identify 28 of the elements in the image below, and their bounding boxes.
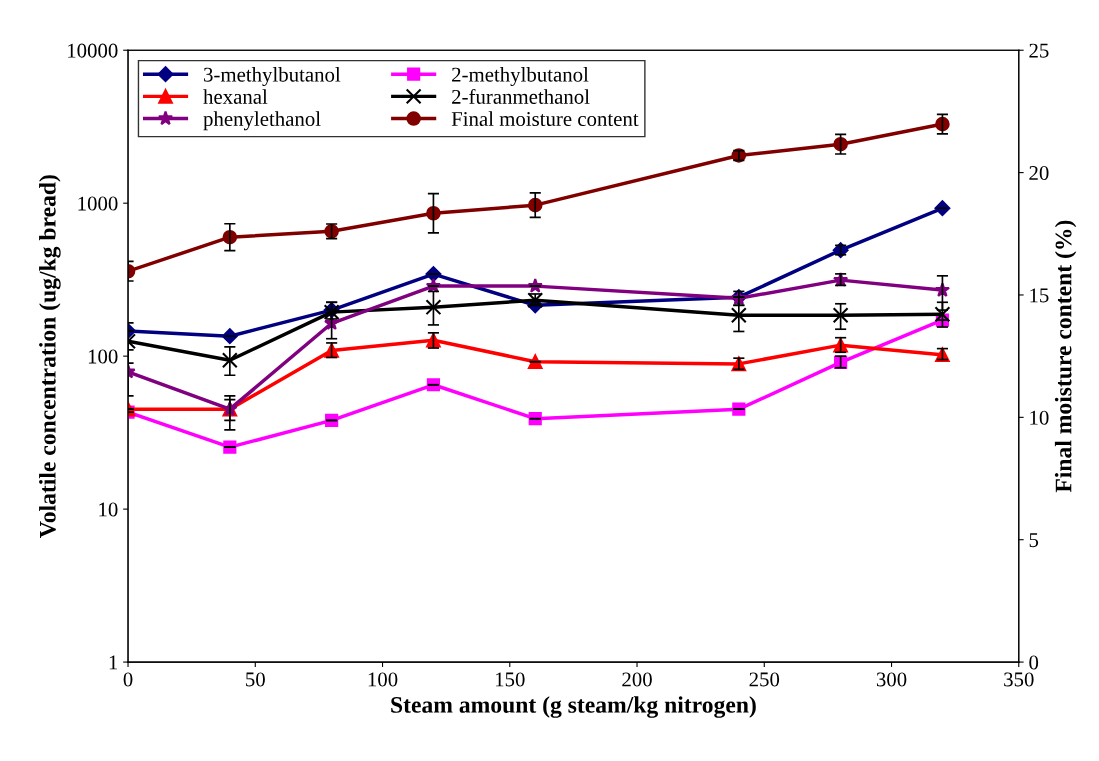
legend-label: 2-methylbutanol	[452, 67, 589, 86]
y2-tick-label: 20	[1029, 165, 1049, 181]
x-tick-label: 350	[1004, 672, 1034, 687]
y2-tick-label: 0	[1029, 655, 1039, 670]
y2-tick-label: 25	[1029, 43, 1049, 58]
x-tick-label: 200	[622, 672, 652, 687]
y-tick-label: 100	[88, 349, 118, 364]
x-tick-label: 250	[749, 672, 780, 687]
legend-label: phenylethanol	[203, 111, 321, 131]
x-tick-label: 150	[495, 672, 525, 687]
x-tick-label: 0	[123, 672, 133, 687]
legend-label: 3-methylbutanol	[204, 67, 341, 86]
y2-axis-title: Final moisture content (%)	[1054, 220, 1077, 493]
x-tick-label: 50	[246, 672, 265, 687]
y2-tick-label: 15	[1030, 288, 1049, 303]
y-tick-label: 1000	[78, 196, 118, 211]
x-axis-title: Steam amount (g steam/kg nitrogen)	[391, 696, 756, 718]
y2-tick-label: 10	[1030, 410, 1049, 425]
y-tick-label: 10	[99, 502, 118, 517]
y2-tick-label: 5	[1029, 533, 1039, 548]
legend-label: hexanal	[203, 89, 268, 104]
legend-label: 2-furanmethanol	[452, 89, 590, 104]
x-tick-label: 300	[876, 672, 907, 687]
x-tick-label: 100	[368, 672, 398, 687]
legend-label: Final moisture content	[451, 111, 639, 127]
y-tick-label: 1	[109, 655, 118, 670]
y-axis-title: Volatile concentration (ug/kg bread)	[39, 175, 61, 538]
y-tick-label: 10000	[68, 43, 118, 58]
